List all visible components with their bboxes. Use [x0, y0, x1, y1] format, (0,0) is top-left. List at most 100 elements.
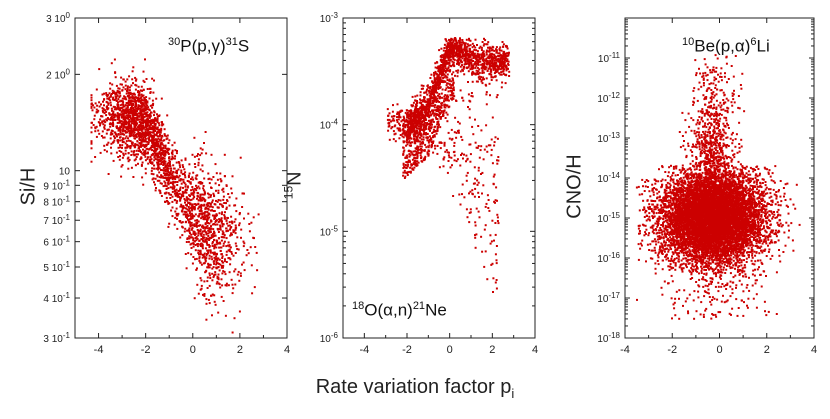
n15-point	[410, 111, 413, 114]
si-point	[173, 186, 176, 188]
si-point	[160, 121, 163, 124]
n15-point	[447, 51, 450, 54]
n15-point	[490, 52, 493, 55]
n15-point	[421, 117, 424, 120]
n15-point	[487, 41, 490, 44]
n15-point	[396, 113, 399, 116]
si-point	[232, 254, 235, 257]
si-point	[134, 153, 137, 156]
si-point	[156, 119, 159, 122]
si-point	[198, 213, 201, 216]
n15-point	[434, 109, 437, 112]
si-point	[112, 105, 115, 108]
n15-point	[427, 128, 430, 130]
si-point	[177, 161, 180, 163]
si-point	[188, 227, 191, 230]
si-point	[127, 95, 130, 98]
si-point	[222, 242, 225, 245]
si-point	[144, 105, 147, 108]
n15-point	[449, 166, 452, 169]
n15-point	[497, 60, 500, 63]
si-point	[137, 100, 140, 103]
si-point	[163, 157, 166, 160]
si-point	[230, 251, 233, 253]
n15-point	[459, 65, 462, 68]
n15-point	[388, 112, 391, 115]
si-point	[210, 227, 213, 230]
n15-point	[453, 154, 456, 157]
si-point	[133, 117, 136, 120]
n15-point	[402, 163, 405, 166]
n15-point	[495, 68, 497, 71]
n15-point	[449, 41, 452, 44]
n15-point	[410, 124, 413, 127]
si-point	[168, 139, 171, 142]
n15-point	[459, 37, 461, 40]
si-point	[140, 101, 143, 104]
n15-point	[423, 128, 426, 131]
si-point	[95, 88, 98, 91]
n15-point	[414, 111, 416, 114]
n15-point	[426, 111, 429, 114]
si-point	[234, 268, 237, 271]
si-point	[165, 135, 168, 138]
n15-point	[407, 115, 410, 118]
si-point	[160, 141, 163, 144]
n15-point	[433, 81, 436, 83]
n15-point	[414, 153, 417, 156]
si-point	[166, 199, 168, 202]
n15-point	[467, 106, 469, 108]
si-point	[159, 160, 162, 162]
n15-point	[451, 38, 453, 41]
si-point	[222, 300, 225, 302]
si-point	[203, 217, 206, 220]
n15-point	[466, 43, 469, 46]
n15-point	[415, 107, 417, 110]
si-point	[109, 87, 112, 90]
si-point	[221, 225, 224, 228]
n15-point	[490, 75, 493, 78]
si-point	[178, 162, 181, 165]
n15-point	[456, 47, 459, 50]
n15-point	[481, 63, 484, 65]
si-point	[107, 128, 110, 131]
si-point	[182, 178, 185, 181]
n15-point	[488, 50, 491, 53]
n15-point	[478, 53, 481, 56]
si-point	[108, 92, 111, 95]
si-point	[153, 151, 156, 154]
si-point	[128, 103, 131, 106]
n15-point	[479, 45, 482, 48]
n15-point	[449, 86, 452, 89]
si-point	[112, 96, 115, 99]
n15-point	[448, 156, 451, 159]
si-point	[163, 150, 166, 153]
si-point	[210, 205, 213, 208]
n15-point	[474, 221, 477, 224]
n15-point	[437, 123, 440, 126]
si-point	[153, 167, 156, 170]
si-point	[188, 212, 191, 214]
si-point	[114, 76, 117, 79]
n15-point	[427, 119, 430, 122]
si-point	[163, 133, 166, 136]
n15-point	[447, 90, 450, 93]
n15-point	[492, 57, 495, 60]
si-point	[127, 117, 129, 120]
n15-point	[435, 118, 438, 120]
n15-point	[470, 66, 473, 69]
si-point	[138, 115, 141, 118]
n15-point	[455, 39, 457, 42]
n15-point	[478, 196, 480, 198]
n15-point	[482, 76, 485, 79]
si-point	[155, 167, 158, 170]
n15-point	[409, 129, 412, 132]
si-point	[204, 271, 207, 274]
si-point	[204, 131, 207, 133]
n15-point	[481, 82, 484, 85]
si-point	[194, 244, 197, 246]
si-point	[211, 206, 214, 209]
si-point	[139, 100, 142, 103]
n15-point	[428, 144, 431, 147]
si-point	[178, 196, 181, 198]
